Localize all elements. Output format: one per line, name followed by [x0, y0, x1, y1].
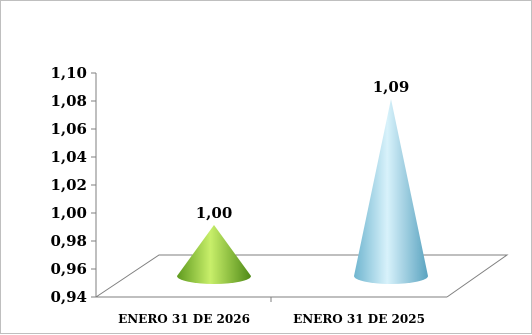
floor-plane — [95, 254, 509, 298]
cone-body — [177, 225, 251, 284]
cone-bar-2 — [354, 99, 428, 284]
y-tick-label: 0,96 — [50, 260, 87, 278]
y-tick-label: 1,10 — [50, 64, 87, 82]
x-category-label: ENERO 31 DE 2025 — [293, 312, 425, 326]
y-tick-label: 1,08 — [50, 92, 87, 110]
cone-bar-1 — [177, 225, 251, 284]
y-tick-label: 0,94 — [50, 288, 87, 306]
data-label: 1,09 — [373, 78, 410, 96]
y-tick-label: 1,02 — [50, 176, 87, 194]
y-tick-label: 1,00 — [50, 204, 87, 222]
y-tick-label: 1,04 — [50, 148, 87, 166]
data-label: 1,00 — [196, 204, 233, 222]
cone-body — [354, 99, 428, 284]
y-tick-label: 1,06 — [50, 120, 87, 138]
x-category-label: ENERO 31 DE 2026 — [118, 312, 250, 326]
y-tick-label: 0,98 — [50, 232, 87, 250]
